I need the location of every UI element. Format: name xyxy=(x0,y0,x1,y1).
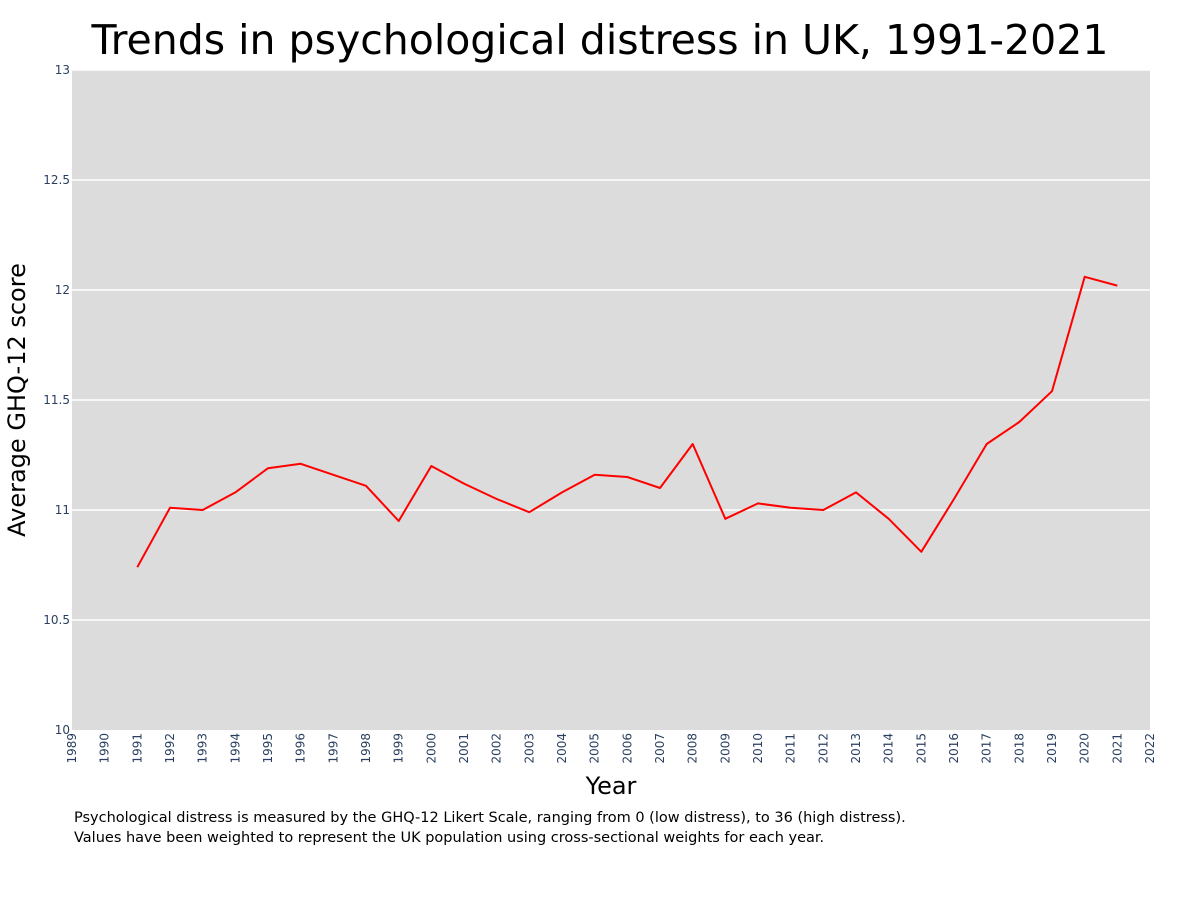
y-tick-label: 11.5 xyxy=(43,393,70,407)
x-tick-label: 2008 xyxy=(686,733,700,764)
chart-title: Trends in psychological distress in UK, … xyxy=(91,16,1109,64)
x-axis-ticks: 1989 1990 1991 1992 1993 1994 1995 1996 1997 1998… xyxy=(65,733,1157,764)
y-tick-label: 11 xyxy=(55,503,70,517)
gridlines xyxy=(72,69,1150,621)
x-tick-label: 2022 xyxy=(1143,733,1157,764)
series-layer xyxy=(136,275,1118,568)
x-tick-label: 1993 xyxy=(196,733,210,764)
x-tick-label: 2020 xyxy=(1078,733,1092,764)
x-tick-label: 1998 xyxy=(359,733,373,764)
series-line xyxy=(136,275,1118,568)
x-tick-label: 2005 xyxy=(588,733,602,764)
x-tick-label: 2013 xyxy=(849,733,863,764)
x-tick-label: 2009 xyxy=(718,733,732,764)
x-tick-label: 1995 xyxy=(261,733,275,764)
x-tick-label: 2004 xyxy=(555,733,569,764)
x-tick-label: 2017 xyxy=(980,733,994,764)
x-tick-label: 1989 xyxy=(65,733,79,764)
x-tick-label: 1994 xyxy=(228,733,242,764)
x-tick-label: 2019 xyxy=(1045,733,1059,764)
x-tick-label: 2003 xyxy=(522,733,536,764)
x-tick-label: 2014 xyxy=(882,733,896,764)
footnote-scale: Psychological distress is measured by th… xyxy=(74,810,906,826)
x-tick-label: 2002 xyxy=(490,733,504,764)
y-tick-label: 12.5 xyxy=(43,173,70,187)
x-tick-label: 2007 xyxy=(653,733,667,764)
y-axis-label: Average GHQ-12 score xyxy=(3,263,31,537)
y-tick-label: 12 xyxy=(55,283,70,297)
x-tick-label: 2016 xyxy=(947,733,961,764)
x-tick-label: 2006 xyxy=(620,733,634,764)
x-tick-label: 2010 xyxy=(751,733,765,764)
footnote-weights: Values have been weighted to represent t… xyxy=(74,830,825,846)
y-tick-label: 10.5 xyxy=(43,613,70,627)
x-tick-label: 2011 xyxy=(784,733,798,764)
x-tick-label: 2021 xyxy=(1110,733,1124,764)
y-tick-label: 10 xyxy=(55,723,70,737)
x-tick-label: 1990 xyxy=(98,733,112,764)
x-tick-label: 1999 xyxy=(392,733,406,764)
y-axis-ticks: 10 10.5 11 11.5 12 12.5 13 xyxy=(43,63,70,737)
x-tick-label: 2001 xyxy=(457,733,471,764)
x-tick-label: 2012 xyxy=(816,733,830,764)
x-tick-label: 2015 xyxy=(914,733,928,764)
x-axis-label: Year xyxy=(585,772,637,800)
x-tick-label: 2000 xyxy=(424,733,438,764)
x-tick-label: 1992 xyxy=(163,733,177,764)
y-tick-label: 13 xyxy=(55,63,70,77)
x-tick-label: 1996 xyxy=(294,733,308,764)
x-tick-label: 2018 xyxy=(1012,733,1026,764)
x-tick-label: 1997 xyxy=(326,733,340,764)
x-tick-label: 1991 xyxy=(130,733,144,764)
